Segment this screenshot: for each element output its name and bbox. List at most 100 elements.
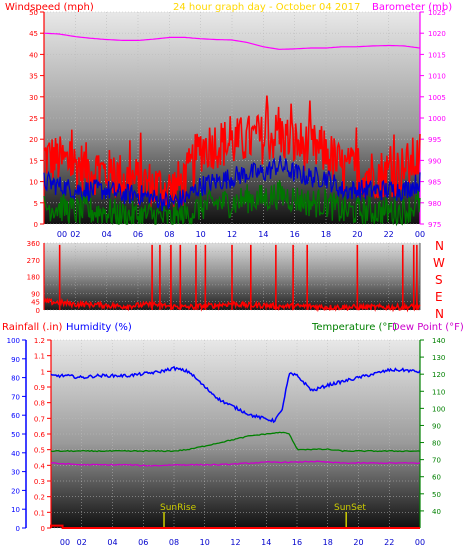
temp-tick-label: 110: [432, 388, 445, 396]
humidity-tick-label: 50: [11, 431, 20, 439]
humidity-tick-label: 0: [16, 525, 20, 533]
windspeed-low-series: [43, 180, 421, 227]
temp-tick-label: 80: [432, 440, 441, 448]
weather-x-tick-label: 00: [415, 538, 425, 547]
rain-tick-label: 0.1: [34, 509, 45, 517]
temperature-series: [50, 431, 421, 453]
rain-tick-label: 0.6: [34, 431, 46, 439]
wind-tick-label: 5: [34, 200, 38, 208]
weather-x-tick-label: 00: [60, 538, 70, 547]
wind-tick-label: 20: [29, 136, 38, 144]
humidity-series: [50, 365, 421, 424]
wind-tick-label: 25: [29, 115, 38, 123]
dir-tick-label: 180: [27, 274, 40, 282]
wind-tick-label: 40: [29, 51, 38, 59]
weather-x-tick-label: 22: [384, 538, 394, 547]
baro-tick-label: 995: [428, 136, 441, 144]
baro-tick-label: 1020: [428, 30, 446, 38]
temp-tick-label: 130: [432, 354, 445, 362]
wind-x-tick-label: 22: [384, 230, 394, 239]
weather-x-tick-label: 04: [107, 538, 117, 547]
humidity-tick-label: 60: [11, 412, 20, 420]
dewpoint-axis-label: Dew Point (°F): [392, 322, 464, 333]
wind-x-tick-label: 12: [227, 230, 237, 239]
dir-tick-label: 270: [27, 257, 40, 265]
rain-tick-label: 1: [41, 368, 45, 376]
compass-n-bottom: N: [435, 307, 444, 321]
temperature-axis-label: Temperature (°F): [311, 322, 397, 333]
rain-tick-label: 0.8: [34, 400, 45, 408]
temp-tick-label: 100: [432, 405, 445, 413]
barometer-axis-label: Barometer (mb): [372, 2, 452, 13]
temp-tick-label: 70: [432, 457, 441, 465]
rainfall-axis-label: Rainfall (.in): [2, 322, 63, 333]
weather-x-tick-label: 18: [323, 538, 333, 547]
baro-tick-label: 1015: [428, 51, 446, 59]
dir-tick-label: 0: [36, 307, 40, 315]
humidity-tick-label: 100: [7, 337, 20, 345]
wind-x-tick-label: 08: [164, 230, 174, 239]
weather-x-tick-label: 14: [261, 538, 271, 547]
baro-tick-label: 975: [428, 221, 441, 229]
humidity-tick-label: 80: [11, 375, 20, 383]
humidity-axis-label: Humidity (%): [66, 322, 132, 333]
dir-tick-label: 90: [31, 290, 40, 298]
baro-tick-label: 990: [428, 157, 441, 165]
wind-x-tick-label: 00: [57, 230, 67, 239]
temp-tick-label: 140: [432, 337, 445, 345]
temp-tick-label: 60: [432, 474, 441, 482]
sunset-label: SunSet: [334, 503, 366, 513]
dir-tick-label: 45: [31, 299, 40, 307]
wind-tick-label: 45: [29, 30, 38, 38]
humidity-tick-label: 40: [11, 450, 20, 458]
baro-tick-label: 1005: [428, 94, 446, 102]
windspeed-axis-label: Windspeed (mph): [5, 2, 94, 13]
temp-tick-label: 120: [432, 371, 445, 379]
weather-x-tick-label: 16: [292, 538, 302, 547]
temp-tick-label: 50: [432, 491, 441, 499]
barometer-series: [43, 32, 421, 50]
humidity-tick-label: 20: [11, 487, 20, 495]
wind-chart: 0510152025303540455097598098599099510001…: [29, 9, 446, 239]
wind-x-tick-label: 10: [196, 230, 206, 239]
rainfall-series: [50, 524, 420, 529]
weather-chart: 0 0.1 0.2 0.3 0.4 0.5 0.6 0.7 0.8 0.9 1 1.1 1.2 0 10 20…: [7, 337, 446, 547]
baro-tick-label: 1000: [428, 115, 446, 123]
graph-title: 24 hour graph day - October 04 2017: [173, 2, 360, 13]
rain-tick-label: 0: [41, 525, 45, 533]
humidity-tick-label: 10: [11, 506, 20, 514]
rain-tick-label: 0.4: [34, 462, 46, 470]
dewpoint-series: [50, 460, 421, 467]
wind-tick-label: 0: [34, 221, 38, 229]
dir-tick-label: 360: [27, 240, 40, 248]
wind-tick-label: 10: [29, 179, 38, 187]
rain-tick-label: 0.2: [34, 494, 45, 502]
wind-x-tick-label: 20: [352, 230, 362, 239]
rain-tick-label: 0.7: [34, 415, 45, 423]
wind-x-tick-label: 16: [290, 230, 300, 239]
wind-x-tick-label: 04: [102, 230, 112, 239]
rain-tick-label: 0.9: [34, 384, 45, 392]
temp-tick-label: 90: [432, 422, 441, 430]
baro-tick-label: 985: [428, 179, 441, 187]
baro-tick-label: 1010: [428, 73, 446, 81]
rain-tick-label: 1.1: [34, 353, 45, 361]
weather-x-tick-label: 02: [77, 538, 87, 547]
humidity-tick-label: 30: [11, 469, 20, 477]
weather-x-tick-label: 10: [200, 538, 210, 547]
weather-x-tick-label: 06: [138, 538, 148, 547]
compass-e: E: [435, 290, 443, 304]
weather-x-tick-label: 20: [353, 538, 363, 547]
rain-tick-label: 0.5: [34, 447, 45, 455]
temp-tick-label: 40: [432, 508, 441, 516]
wind-x-tick-label: 00: [415, 230, 425, 239]
wind-tick-label: 35: [29, 73, 38, 81]
weather-x-tick-label: 12: [230, 538, 240, 547]
humidity-tick-label: 90: [11, 356, 20, 364]
baro-tick-label: 980: [428, 200, 441, 208]
sunrise-label: SunRise: [160, 503, 197, 513]
wind-x-tick-label: 06: [133, 230, 143, 239]
humidity-tick-label: 70: [11, 393, 20, 401]
